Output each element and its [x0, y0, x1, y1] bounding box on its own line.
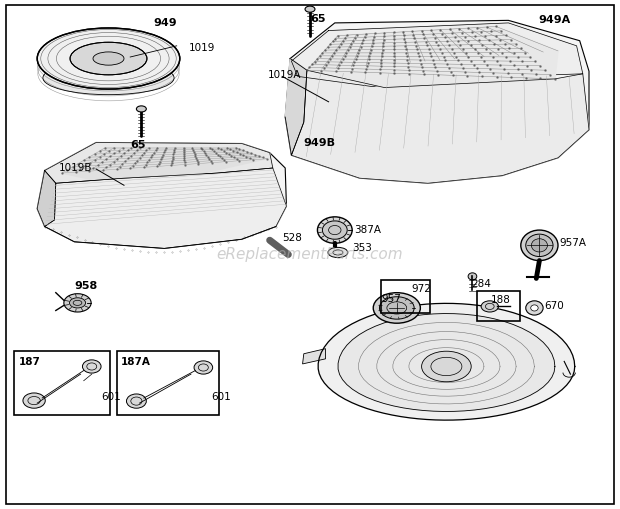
Text: 528: 528 — [282, 233, 302, 243]
Polygon shape — [307, 26, 558, 88]
Ellipse shape — [69, 298, 86, 308]
Polygon shape — [291, 70, 589, 183]
Ellipse shape — [526, 301, 543, 315]
Polygon shape — [62, 148, 267, 179]
Text: 65: 65 — [310, 14, 326, 24]
Ellipse shape — [126, 394, 146, 408]
Text: 957A: 957A — [559, 238, 587, 248]
Text: 187A: 187A — [121, 357, 151, 367]
Ellipse shape — [481, 301, 498, 312]
Polygon shape — [318, 303, 575, 420]
Ellipse shape — [43, 61, 174, 95]
Ellipse shape — [521, 230, 558, 261]
Ellipse shape — [82, 360, 101, 373]
Ellipse shape — [93, 52, 124, 65]
Text: 670: 670 — [544, 301, 564, 312]
Ellipse shape — [64, 294, 91, 312]
Ellipse shape — [468, 273, 477, 280]
Text: 1019B: 1019B — [59, 163, 92, 173]
Polygon shape — [285, 20, 589, 183]
Text: 353: 353 — [352, 243, 372, 253]
Bar — [117, 351, 219, 415]
Ellipse shape — [328, 247, 348, 258]
Text: eReplacementParts.com: eReplacementParts.com — [216, 247, 404, 262]
Text: 1019: 1019 — [189, 43, 216, 53]
Polygon shape — [338, 314, 555, 411]
Text: 187: 187 — [19, 357, 40, 367]
Ellipse shape — [531, 239, 547, 252]
Ellipse shape — [37, 28, 180, 89]
Text: 972: 972 — [412, 284, 432, 294]
Polygon shape — [291, 23, 583, 87]
Text: 188: 188 — [491, 295, 511, 305]
Ellipse shape — [422, 351, 471, 382]
Ellipse shape — [317, 217, 352, 243]
Polygon shape — [45, 143, 273, 183]
Text: 387A: 387A — [355, 225, 382, 235]
Polygon shape — [37, 171, 56, 227]
Polygon shape — [45, 168, 286, 248]
Ellipse shape — [70, 42, 147, 75]
Polygon shape — [285, 59, 307, 155]
Polygon shape — [303, 349, 326, 364]
Text: 949A: 949A — [538, 15, 570, 25]
Text: 601: 601 — [211, 392, 231, 402]
Bar — [381, 280, 430, 313]
Ellipse shape — [23, 393, 45, 408]
Bar — [14, 351, 110, 415]
Polygon shape — [37, 143, 286, 248]
Ellipse shape — [531, 305, 538, 311]
Text: 958: 958 — [74, 281, 97, 291]
Text: 949: 949 — [154, 18, 177, 28]
Ellipse shape — [322, 221, 347, 239]
Ellipse shape — [526, 234, 553, 257]
Ellipse shape — [305, 6, 315, 12]
Text: 957: 957 — [381, 294, 401, 304]
Ellipse shape — [194, 361, 213, 374]
Text: 284: 284 — [471, 279, 491, 289]
Text: 949B: 949B — [304, 137, 336, 148]
Bar — [477, 291, 520, 321]
Text: 1019A: 1019A — [268, 70, 301, 80]
Text: 65: 65 — [130, 139, 146, 150]
Ellipse shape — [136, 106, 146, 112]
Ellipse shape — [373, 293, 420, 323]
Text: 601: 601 — [101, 392, 121, 402]
Ellipse shape — [379, 297, 414, 319]
